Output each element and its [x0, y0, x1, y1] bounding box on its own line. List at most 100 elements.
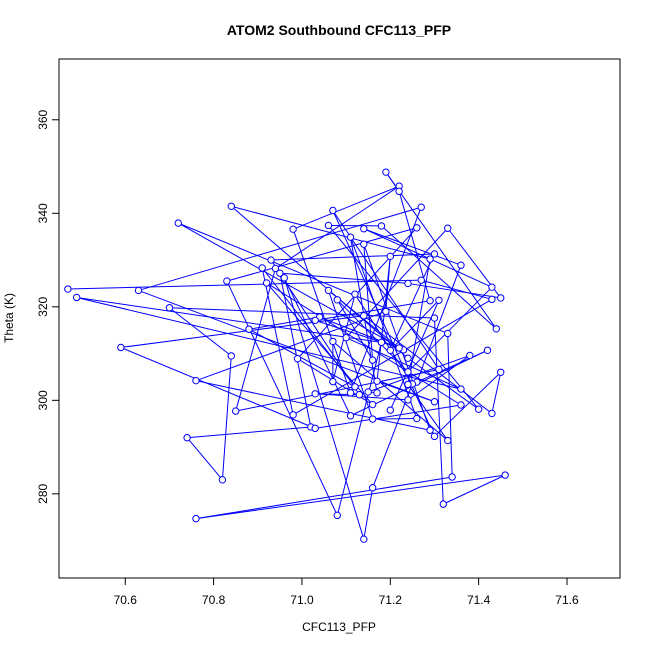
data-point	[351, 290, 359, 298]
series-line-segment	[363, 244, 374, 361]
data-point	[501, 471, 509, 479]
data-point	[430, 432, 439, 441]
data-point	[271, 264, 280, 273]
series-line-segment	[350, 236, 418, 419]
series-line-segment	[447, 333, 453, 478]
y-tick-label: 300	[36, 390, 50, 410]
series-line-segment	[67, 279, 422, 290]
chart-title: ATOM2 Southbound CFC113_PFP	[227, 22, 451, 38]
data-point	[346, 233, 355, 241]
data-point	[174, 219, 182, 227]
series-line-segment	[421, 279, 493, 300]
data-point	[404, 368, 412, 376]
series-line-segment	[376, 380, 435, 403]
data-point	[430, 398, 439, 406]
series-line-segment	[271, 253, 435, 261]
data-point	[417, 276, 425, 284]
series-line-segment	[138, 289, 435, 403]
data-point	[430, 250, 439, 258]
x-tick-label: 71.4	[467, 593, 491, 607]
data-point	[311, 424, 319, 433]
data-point	[426, 426, 434, 434]
data-point	[488, 409, 496, 418]
y-axis: 280 300 320 340 360	[36, 109, 59, 504]
data-point	[289, 225, 297, 233]
series-line-segment	[381, 225, 497, 330]
series-line-segment	[275, 185, 400, 269]
series-line-segment	[389, 300, 440, 411]
data-point	[360, 311, 368, 320]
data-point	[355, 391, 364, 399]
data-point	[435, 365, 443, 374]
series-line-segment	[186, 437, 223, 481]
series-line-segment	[235, 268, 276, 412]
data-point	[386, 252, 394, 261]
data-point	[267, 256, 275, 264]
data-point	[488, 295, 496, 304]
y-tick-label: 340	[36, 203, 50, 223]
series-line-segment	[195, 476, 453, 520]
series-line-segment	[407, 286, 493, 373]
data-point	[457, 401, 465, 409]
data-point	[245, 325, 253, 333]
series-line-segment	[434, 371, 502, 437]
y-tick-label: 280	[36, 484, 50, 504]
plot-frame	[58, 58, 621, 579]
series-line-segment	[407, 259, 431, 385]
series-line-segment	[226, 280, 338, 516]
data-point	[439, 500, 448, 508]
series-line-segment	[76, 296, 462, 390]
data-point	[426, 297, 434, 305]
data-point	[227, 202, 235, 210]
series-line-segment	[336, 342, 382, 516]
series-line-segment	[363, 487, 374, 540]
series-line-segment	[368, 354, 470, 393]
data-point	[483, 346, 492, 354]
data-point	[448, 473, 456, 481]
data-point	[346, 412, 355, 420]
data-point	[192, 514, 200, 523]
data-point	[329, 206, 337, 215]
data-point	[346, 389, 355, 397]
data-point	[280, 274, 288, 282]
data-point	[368, 400, 377, 409]
x-axis: 70.6 70.8 71.0 71.2 71.4 71.6	[114, 578, 579, 607]
x-tick-label: 70.8	[202, 593, 226, 607]
series-line-segment	[327, 290, 374, 420]
data-point	[395, 187, 403, 196]
y-tick-label: 320	[36, 296, 50, 316]
data-point	[333, 296, 341, 304]
series-line-segment	[345, 337, 462, 390]
series-line-segment	[385, 171, 497, 330]
data-point	[430, 314, 439, 322]
data-point	[64, 285, 72, 293]
y-axis-label: Theta (K)	[2, 293, 16, 343]
series-line-segment	[354, 293, 413, 385]
series-line-segment	[195, 311, 387, 382]
series-line-segment	[283, 277, 365, 540]
x-tick-label: 71.6	[555, 593, 579, 607]
series-line-segment	[292, 298, 493, 416]
data-point	[72, 293, 81, 302]
data-point	[289, 411, 297, 419]
series-line-segment	[363, 228, 462, 266]
series-line-segment	[169, 307, 435, 319]
data-point	[231, 407, 240, 415]
data-point	[368, 415, 377, 423]
data-point	[404, 354, 412, 362]
x-tick-label: 71.0	[290, 593, 314, 607]
data-point	[258, 264, 266, 272]
data-point	[377, 222, 386, 230]
series-layer	[64, 168, 509, 543]
series-line-segment	[315, 300, 431, 321]
data-point	[324, 221, 333, 230]
data-point	[183, 434, 191, 442]
data-point	[165, 304, 174, 312]
data-point	[474, 405, 483, 413]
data-point	[368, 356, 377, 364]
data-point	[351, 383, 359, 391]
data-point	[329, 337, 337, 346]
series-line-segment	[195, 380, 431, 431]
series-line-segment	[433, 318, 444, 505]
